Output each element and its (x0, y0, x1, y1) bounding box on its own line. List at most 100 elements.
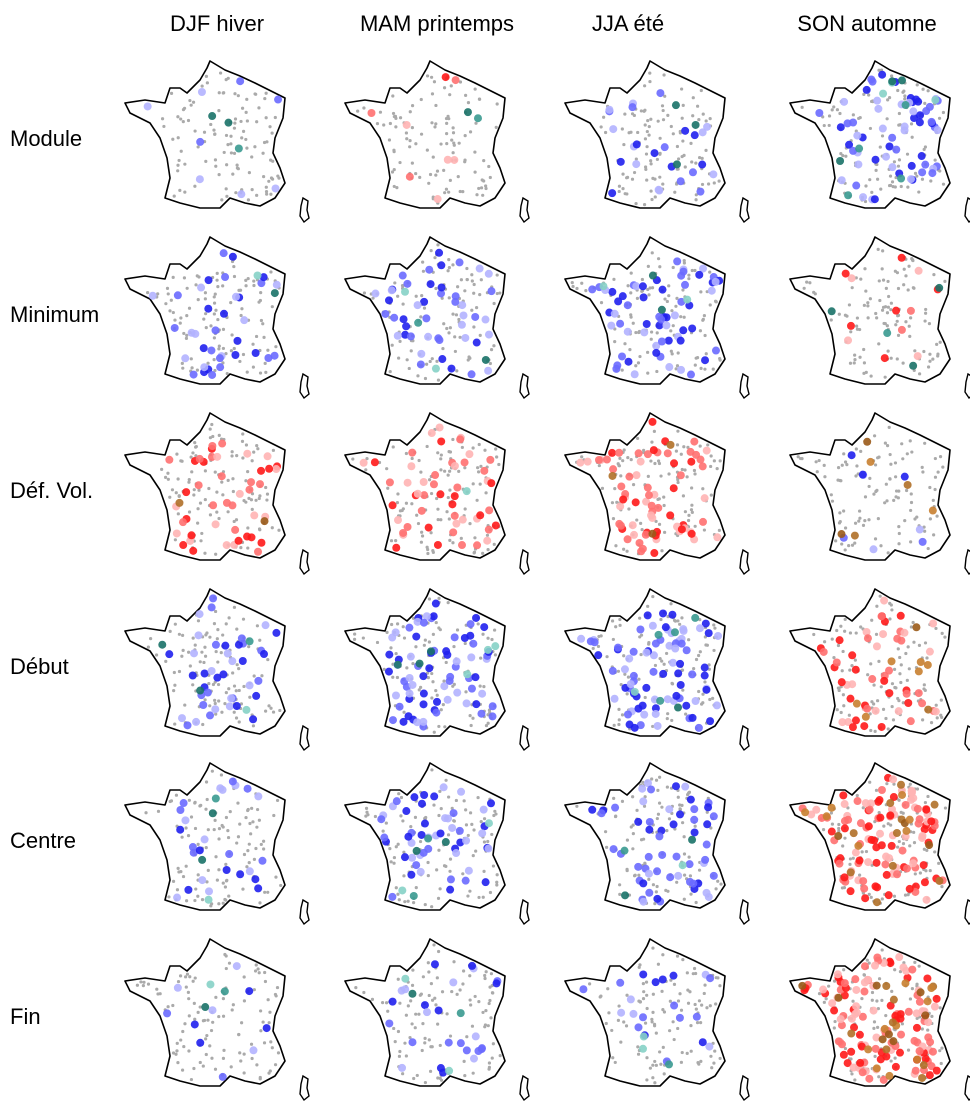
station (627, 507, 631, 511)
station (910, 987, 914, 991)
station (621, 187, 625, 191)
station (198, 1060, 202, 1065)
station (681, 688, 685, 692)
station (669, 124, 673, 129)
station (663, 297, 667, 301)
station (193, 826, 198, 831)
station (875, 999, 879, 1003)
station (909, 492, 913, 496)
station-signal (200, 363, 209, 372)
station (925, 848, 929, 853)
station (646, 474, 650, 478)
station-signal (407, 838, 416, 847)
station (451, 126, 455, 130)
station (492, 628, 497, 632)
station-signal (209, 594, 218, 603)
station (662, 495, 666, 499)
map-panel (124, 588, 310, 752)
station (142, 980, 146, 984)
station (188, 975, 192, 979)
station (447, 258, 451, 262)
station (470, 822, 474, 826)
station (892, 498, 896, 503)
station (494, 125, 498, 129)
station (212, 358, 216, 362)
station (419, 992, 423, 996)
station (626, 284, 630, 288)
station (719, 882, 723, 886)
station-signal (889, 793, 898, 802)
station (497, 462, 501, 467)
station-signal (635, 538, 644, 547)
station (395, 675, 400, 680)
station (659, 1062, 663, 1066)
station (176, 866, 180, 870)
station-signal (903, 480, 912, 489)
station (483, 1025, 487, 1029)
station (938, 340, 942, 344)
station (709, 826, 713, 830)
station (234, 518, 239, 522)
station (251, 365, 256, 369)
station (637, 873, 641, 877)
station (479, 656, 483, 660)
station (667, 817, 672, 821)
station-signal (714, 631, 723, 640)
station (230, 454, 234, 458)
station (629, 313, 633, 317)
station (419, 685, 423, 689)
station (718, 356, 722, 361)
station-signal (450, 155, 459, 164)
station (404, 501, 409, 505)
station (429, 982, 433, 986)
station (640, 277, 644, 282)
station (487, 164, 491, 169)
station-signal (897, 325, 906, 334)
station (694, 193, 698, 197)
station (943, 806, 948, 810)
station (875, 604, 879, 608)
station-signal (630, 723, 639, 732)
station (620, 368, 624, 372)
station (179, 149, 183, 153)
station (381, 829, 385, 833)
station-signal (218, 1072, 227, 1081)
station (190, 470, 194, 474)
station-signal (199, 701, 208, 710)
station (215, 490, 219, 494)
station-signal (647, 785, 656, 794)
station (385, 630, 389, 635)
station (410, 456, 414, 461)
station-signal (906, 717, 915, 726)
station (405, 358, 409, 362)
station-signal (208, 441, 217, 450)
station-signal (871, 155, 880, 164)
station (421, 975, 425, 979)
station (232, 264, 236, 269)
station-signal (203, 688, 212, 697)
station-signal (660, 143, 669, 152)
station (428, 172, 433, 177)
station (481, 551, 485, 555)
station-signal (413, 617, 422, 626)
station (224, 691, 228, 695)
station (928, 485, 932, 490)
station-signal (932, 1066, 941, 1075)
station-signal (872, 858, 881, 867)
station (241, 129, 246, 134)
station (618, 456, 622, 460)
station-signal (924, 1018, 933, 1027)
station-signal (414, 318, 423, 327)
station (689, 1023, 693, 1028)
station (682, 153, 686, 157)
station (668, 999, 672, 1003)
station (429, 249, 433, 253)
station-signal (827, 803, 836, 812)
station-signal (264, 353, 273, 362)
station (669, 978, 673, 982)
station (171, 1051, 176, 1055)
station (231, 489, 235, 494)
station (448, 93, 452, 97)
station-signal (639, 879, 648, 888)
station-signal (628, 521, 637, 530)
